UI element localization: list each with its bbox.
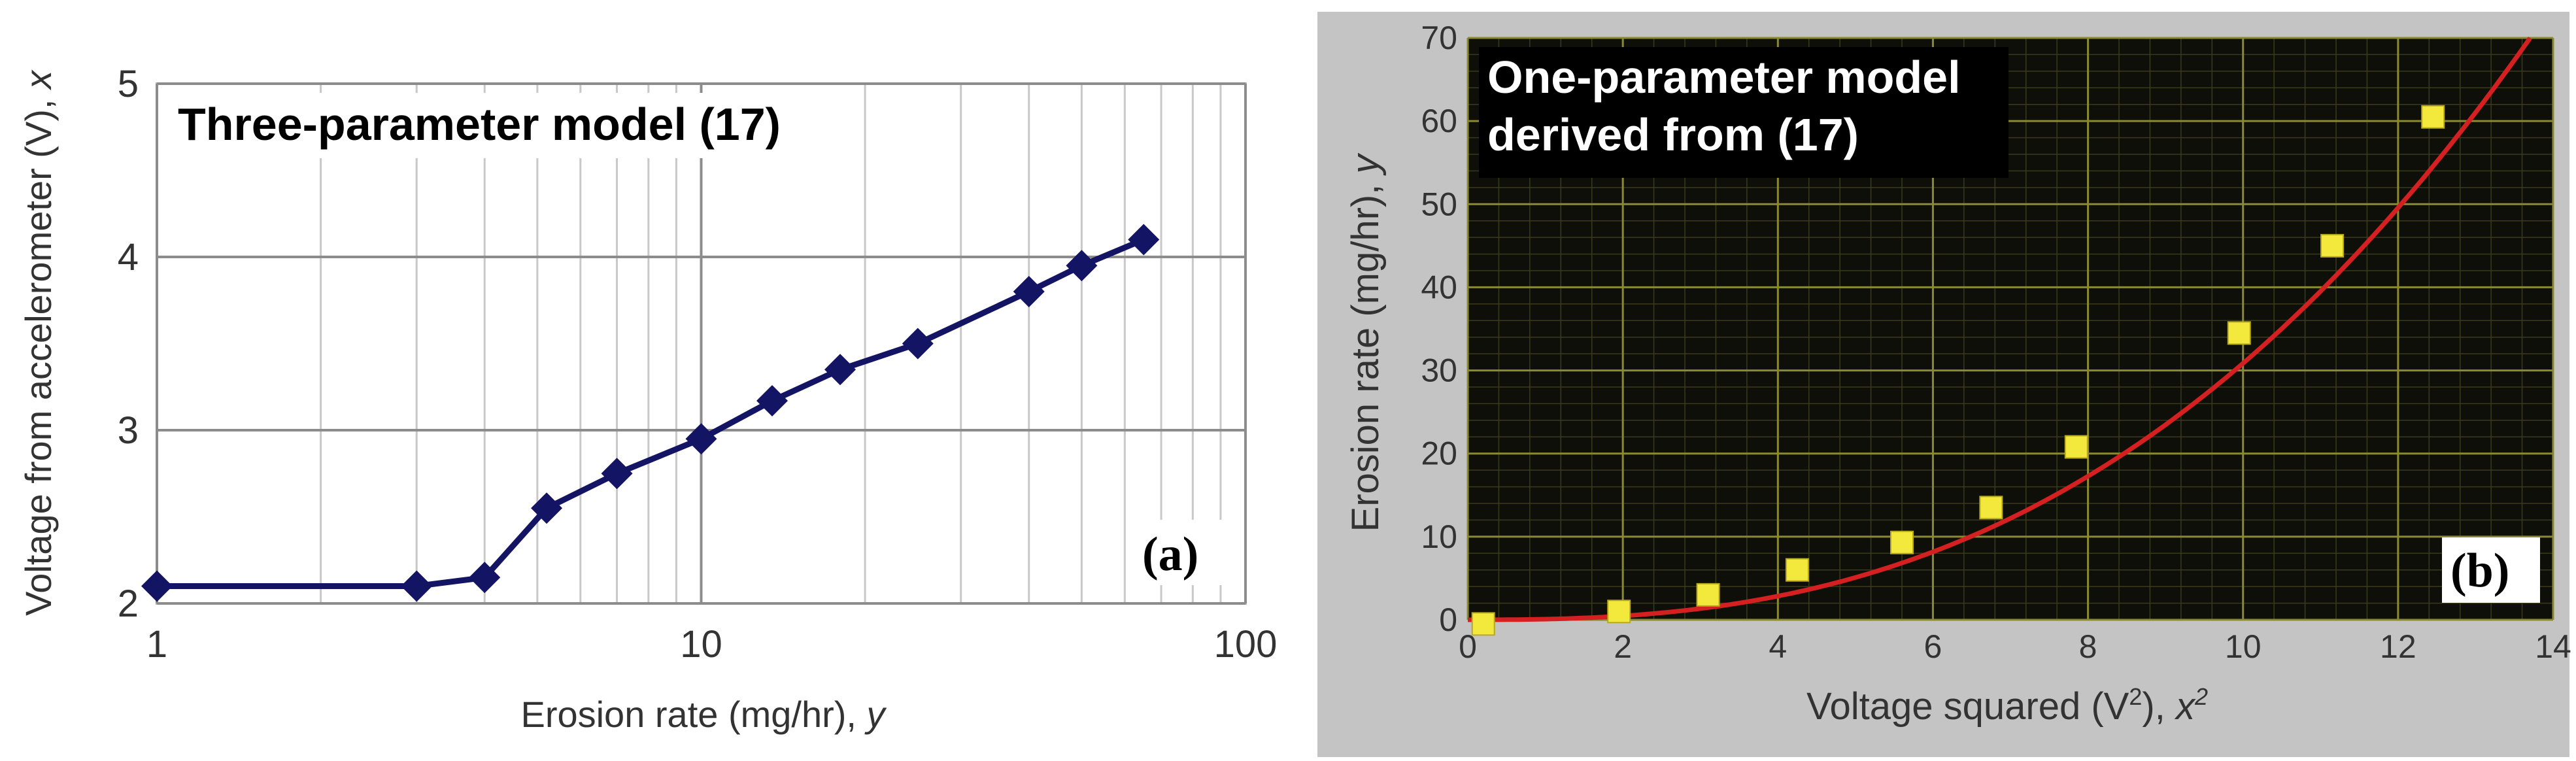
panel-b-y-axis-var: y	[1344, 153, 1387, 177]
panel-b-x-axis-label: Voltage squared (V2), x2	[1806, 683, 2208, 728]
panel-a-title-box	[171, 93, 832, 158]
panel-a-data-point	[824, 354, 856, 386]
panel-b-y-axis-text: Erosion rate (mg/hr),	[1344, 174, 1387, 532]
panel-b-y-tick-label: 30	[1421, 352, 1457, 389]
panel-a-data-point	[1128, 224, 1160, 256]
panel-b-label-box	[2442, 537, 2540, 603]
panel-b-x-tick-label: 4	[1769, 628, 1787, 665]
panel-b-x-tick-label: 2	[1614, 628, 1632, 665]
panel-b-y-axis-label: Erosion rate (mg/hr), y	[1344, 153, 1387, 532]
panel-a-gridlines	[156, 82, 1247, 605]
panel-b-y-tick-labels: 0 10 20 30 40 50 60 70	[1421, 20, 1457, 638]
panel-b-data-point	[1471, 612, 1495, 636]
panel-b-x-tick-label: 8	[2079, 628, 2097, 665]
panel-b-chart: 0 10 20 30 40 50 60 70 0 2 4 6 8 10 12 14 One-paramete…	[1317, 12, 2571, 757]
panel-b-y-tick-label: 20	[1421, 435, 1457, 472]
panel-b-fit-curve	[1468, 36, 2532, 622]
panel-a-markers	[141, 224, 1160, 602]
panel-b-data-point	[2320, 233, 2345, 258]
panel-b-data-point	[2227, 321, 2251, 345]
panel-b-x-axis-text: Voltage squared (V	[1806, 685, 2129, 728]
panel-b-markers	[1471, 105, 2445, 636]
panel-a-data-point	[401, 570, 433, 602]
panel-b-title-line-1: One-parameter model	[1487, 52, 1961, 103]
panel-b-label: (b)	[2450, 544, 2509, 598]
panel-a-y-axis-var: x	[18, 69, 59, 91]
panel-b-x-tick-label: 6	[1924, 628, 1942, 665]
panel-b-title-box	[1479, 47, 2008, 178]
panel-a-data-point	[531, 492, 563, 524]
panel-a-x-axis-text: Erosion rate (mg/hr),	[520, 694, 866, 735]
panel-a-x-tick-labels: 1 10 100	[146, 623, 1278, 666]
panel-a-x-axis-label: Erosion rate (mg/hr), y	[520, 694, 887, 735]
panel-a-y-tick-label: 3	[118, 409, 139, 452]
panel-b-x-tick-label: 14	[2535, 628, 2571, 665]
panel-a-x-tick-label: 10	[680, 623, 722, 666]
panel-a-y-axis-label: Voltage from accelerometer (V), x	[18, 69, 59, 616]
panel-b-data-point	[1785, 558, 1809, 582]
panel-a-chart: 2 3 4 5 1 10 100 Three-parameter model (17) (…	[18, 63, 1277, 735]
panel-a-title: Three-parameter model (17)	[178, 99, 781, 150]
panel-a-data-point	[141, 570, 173, 602]
panel-a-y-axis-text: Voltage from accelerometer (V),	[18, 89, 59, 616]
panel-b-data-point	[1607, 600, 1631, 624]
panel-a-data-point	[1013, 276, 1045, 307]
panel-b-title-line-2: derived from (17)	[1487, 109, 1859, 160]
panel-b-data-point	[2421, 105, 2445, 129]
panel-a-label-box	[1131, 520, 1232, 585]
panel-a-data-point	[902, 328, 934, 360]
panel-b-data-point	[1979, 496, 2003, 520]
panel-b-y-tick-label: 10	[1421, 518, 1457, 555]
panel-b-x-axis-sup: 2	[2129, 683, 2142, 710]
panel-a-x-tick-label: 1	[146, 623, 167, 666]
panel-a-data-point	[469, 562, 501, 594]
panel-a-y-tick-label: 5	[118, 63, 139, 105]
panel-a-data-point	[601, 458, 633, 490]
panel-a-x-axis-var: y	[864, 694, 887, 735]
panel-a-y-tick-label: 2	[118, 583, 139, 625]
panel-b-data-point	[1696, 583, 1720, 607]
panel-b-data-point	[2064, 435, 2088, 459]
panel-b-x-axis-tail: ),	[2142, 685, 2176, 728]
panel-a-x-tick-label: 100	[1214, 623, 1278, 666]
panel-a-y-tick-label: 4	[118, 236, 139, 279]
panel-a-data-point	[1066, 250, 1098, 282]
panel-b-x-tick-label: 12	[2380, 628, 2416, 665]
panel-b-y-tick-label: 60	[1421, 103, 1457, 139]
panel-a-y-tick-labels: 2 3 4 5	[118, 63, 139, 625]
panel-a-label: (a)	[1142, 528, 1198, 581]
panel-b-x-tick-label: 10	[2225, 628, 2262, 665]
panel-a-data-point	[756, 384, 788, 416]
panel-b-y-tick-label: 0	[1439, 601, 1457, 638]
panel-b-x-axis-var: x	[2174, 685, 2196, 728]
panel-b-y-tick-label: 70	[1421, 20, 1457, 56]
panel-a-data-point	[685, 423, 717, 455]
panel-b-y-tick-label: 50	[1421, 186, 1457, 222]
panel-b-x-tick-labels: 0 2 4 6 8 10 12 14	[1459, 628, 2571, 665]
panel-b-x-axis-var-sup: 2	[2194, 683, 2208, 710]
panel-b-data-point	[1890, 530, 1914, 554]
panel-b-y-tick-label: 40	[1421, 269, 1457, 305]
